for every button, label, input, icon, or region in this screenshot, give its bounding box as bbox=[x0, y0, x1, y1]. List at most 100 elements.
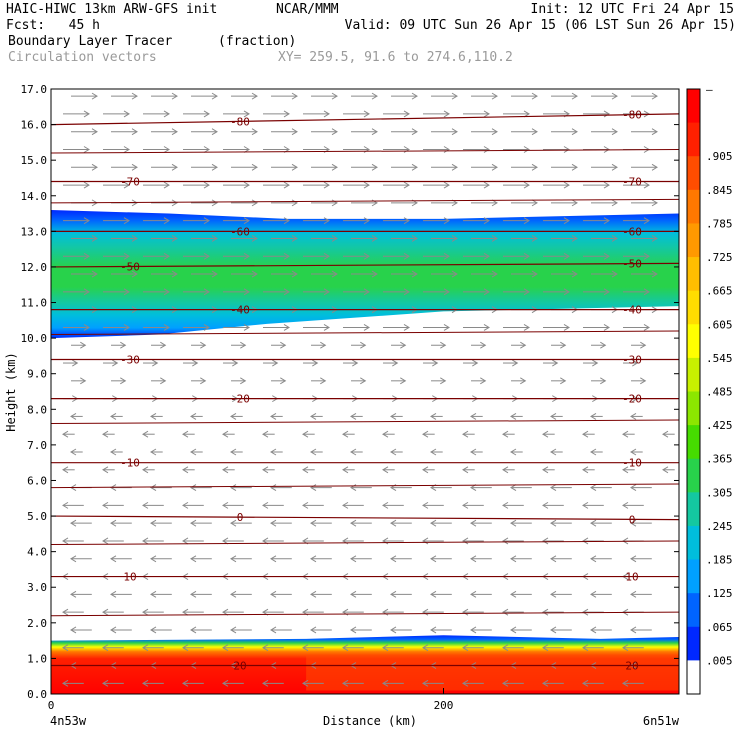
xy-endpoints: XY= 259.5, 91.6 to 274.6,110.2 bbox=[278, 50, 513, 65]
circulation-vector-head bbox=[203, 324, 210, 331]
circulation-vector-head bbox=[430, 555, 437, 563]
circulation-vector-head bbox=[283, 252, 290, 260]
circulation-vector-head bbox=[550, 626, 557, 634]
isotherm-label: -40 bbox=[230, 304, 250, 317]
circulation-vector-head bbox=[280, 377, 287, 385]
circulation-vector-head bbox=[350, 590, 357, 598]
circulation-vector-head bbox=[563, 181, 570, 189]
circulation-vector-head bbox=[80, 377, 87, 385]
circulation-vector-head bbox=[251, 128, 258, 136]
circulation-vector-head bbox=[102, 608, 109, 616]
y-tick-label: 2.0 bbox=[27, 617, 47, 630]
circulation-vector-head bbox=[651, 92, 658, 100]
circulation-vector-head bbox=[550, 590, 557, 598]
y-tick-label: 7.0 bbox=[27, 439, 47, 452]
circulation-vector-head bbox=[102, 644, 109, 652]
circulation-vector-head bbox=[270, 555, 277, 563]
circulation-vector-head bbox=[91, 270, 98, 278]
circulation-vector-head bbox=[302, 501, 309, 509]
circulation-vector-head bbox=[542, 537, 549, 545]
isotherm-minor bbox=[50, 330, 680, 336]
circulation-vector-head bbox=[443, 110, 450, 118]
circulation-vector-head bbox=[611, 270, 618, 278]
circulation-vector-head bbox=[182, 537, 189, 545]
tracer-fill-layer bbox=[51, 210, 679, 694]
circulation-vector-head bbox=[542, 501, 549, 509]
circulation-vector-head bbox=[560, 341, 567, 349]
circulation-vector-head bbox=[390, 626, 397, 634]
circulation-vector-head bbox=[342, 644, 349, 652]
colorbar-frame bbox=[686, 88, 701, 695]
circulation-vector-head bbox=[611, 199, 618, 207]
circulation-vector-head bbox=[403, 252, 410, 260]
circulation-vector-head bbox=[291, 92, 298, 100]
circulation-vector-head bbox=[360, 341, 367, 349]
circulation-vector-head bbox=[552, 359, 559, 367]
circulation-vector-head bbox=[142, 430, 149, 438]
circulation-vector-head bbox=[150, 626, 157, 634]
colorbar-swatch bbox=[687, 122, 700, 157]
circulation-vector-head bbox=[200, 377, 207, 385]
circulation-vector-head bbox=[150, 412, 157, 420]
circulation-vector-head bbox=[470, 555, 477, 563]
circulation-vector-head bbox=[230, 555, 237, 563]
circulation-vector-head bbox=[123, 181, 130, 189]
circulation-vector-head bbox=[182, 644, 189, 652]
circulation-vector-head bbox=[523, 252, 530, 260]
circulation-vector-head bbox=[403, 110, 410, 118]
circulation-vector-head bbox=[390, 412, 397, 420]
circulation-vector-head bbox=[243, 181, 250, 189]
y-tick-label: 3.0 bbox=[27, 581, 47, 594]
circulation-vector-head bbox=[451, 270, 458, 278]
circulation-vector-head bbox=[582, 608, 589, 616]
circulation-vector-head bbox=[190, 590, 197, 598]
circulation-vector-head bbox=[603, 252, 610, 260]
boundary-layer-core bbox=[306, 654, 679, 691]
circulation-vector-head bbox=[440, 377, 447, 385]
colorbar-swatch bbox=[687, 89, 700, 124]
circulation-vector-head bbox=[531, 163, 538, 171]
circulation-vector-head bbox=[590, 448, 597, 456]
circulation-vector-head bbox=[270, 519, 277, 527]
circulation-vector-head bbox=[443, 181, 450, 189]
circulation-vector-head bbox=[491, 235, 498, 242]
circulation-vector-head bbox=[310, 484, 317, 492]
circulation-vector-head bbox=[462, 501, 469, 509]
isotherm-minor bbox=[50, 419, 680, 425]
circulation-vector-head bbox=[350, 412, 357, 420]
circulation-vector-head bbox=[211, 199, 218, 207]
circulation-vector-head bbox=[310, 412, 317, 420]
circulation-vector-head bbox=[163, 288, 170, 296]
circulation-vector-head bbox=[352, 359, 359, 367]
circulation-vector-head bbox=[432, 359, 439, 367]
circulation-vector-head bbox=[611, 128, 618, 136]
circulation-vector-head bbox=[123, 146, 130, 153]
isotherm-label: -30 bbox=[622, 353, 642, 366]
circulation-vector-head bbox=[563, 252, 570, 260]
circulation-vector-head bbox=[523, 146, 530, 153]
circulation-vector-head bbox=[462, 679, 469, 687]
isotherm-minor bbox=[50, 149, 680, 154]
circulation-vector-head bbox=[371, 163, 378, 171]
circulation-vector-head bbox=[211, 235, 218, 242]
circulation-vector-head bbox=[270, 626, 277, 634]
circulation-vector-head bbox=[270, 412, 277, 420]
circulation-vector-head bbox=[171, 92, 178, 100]
circulation-vector-head bbox=[632, 359, 639, 367]
circulation-vector-head bbox=[382, 430, 389, 438]
circulation-vector-head bbox=[230, 484, 237, 492]
circulation-vector-head bbox=[571, 92, 578, 100]
circulation-vector-head bbox=[550, 484, 557, 492]
circulation-vector-head bbox=[640, 377, 647, 385]
circulation-vector-head bbox=[222, 430, 229, 438]
isotherm-label: -20 bbox=[622, 393, 642, 406]
colorbar-label: .725 bbox=[706, 251, 733, 264]
x-axis: 0 200 bbox=[48, 688, 453, 712]
circulation-vector-head bbox=[110, 448, 117, 456]
circulation-vector-head bbox=[310, 626, 317, 634]
circulation-vector-head bbox=[571, 235, 578, 242]
circulation-vector-head bbox=[470, 412, 477, 420]
circulation-vector-head bbox=[491, 270, 498, 278]
circulation-vector-head bbox=[590, 519, 597, 527]
circulation-vector-head bbox=[563, 217, 570, 225]
